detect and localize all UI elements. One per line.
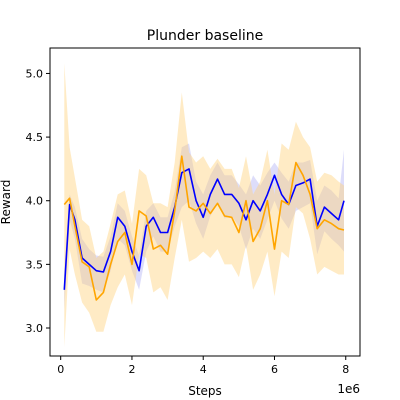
y-axis-label: Reward xyxy=(0,180,13,225)
y-tick-label: 4.0 xyxy=(26,195,44,208)
plot-frame xyxy=(49,47,361,357)
x-tick-label: 2 xyxy=(128,363,135,376)
x-axis-ticks: 0 2 4 6 8 xyxy=(57,356,349,376)
chart-title: Plunder baseline xyxy=(147,28,263,44)
y-axis-ticks: 3.0 3.5 4.0 4.5 5.0 xyxy=(26,67,50,335)
y-tick-label: 4.5 xyxy=(26,131,44,144)
series-lines xyxy=(63,155,345,301)
x-axis-label: Steps xyxy=(188,384,222,398)
series-1-line xyxy=(63,155,345,301)
x-tick-label: 6 xyxy=(271,363,278,376)
series-0-line xyxy=(63,168,345,290)
y-tick-label: 3.5 xyxy=(26,258,44,271)
x-tick-label: 4 xyxy=(200,363,207,376)
series-0-band xyxy=(64,143,345,309)
y-tick-label: 5.0 xyxy=(26,67,44,80)
x-tick-label: 0 xyxy=(57,363,64,376)
x-axis-offset-label: 1e6 xyxy=(337,382,360,396)
y-tick-label: 3.0 xyxy=(26,322,44,335)
x-tick-label: 8 xyxy=(342,363,349,376)
